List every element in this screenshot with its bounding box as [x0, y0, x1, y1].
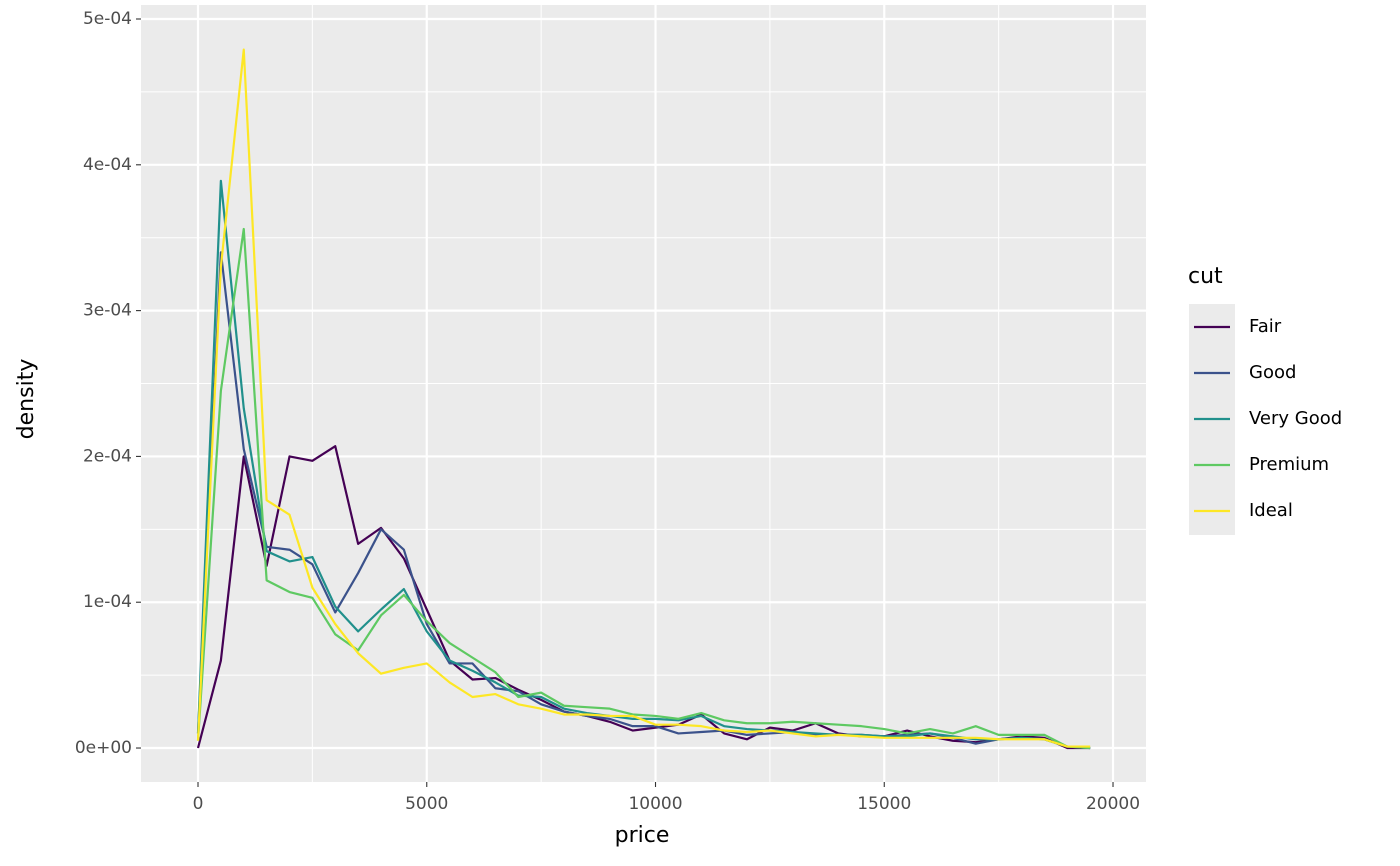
lines — [196, 48, 1091, 750]
x-tick-label: 5000 — [405, 794, 448, 814]
grid — [141, 5, 1146, 782]
y-tick-label: 1e-04 — [83, 592, 132, 612]
axes: 0 5000 10000 15000 20000 0e+00 1e-04 2e-04 3e-04… — [75, 9, 1140, 814]
y-axis-title: density — [14, 359, 39, 440]
y-tick-label: 4e-04 — [83, 155, 132, 175]
y-tick-label: 0e+00 — [75, 738, 132, 758]
y-tick-label: 5e-04 — [83, 9, 132, 29]
x-tick-label: 10000 — [628, 794, 682, 814]
legend-label: Very Good — [1249, 408, 1342, 429]
legend-label: Fair — [1249, 316, 1282, 337]
legend-label: Ideal — [1249, 500, 1293, 521]
y-tick-label: 3e-04 — [83, 301, 132, 321]
panel — [141, 5, 1146, 782]
series-line — [196, 48, 1091, 748]
legend: Fair Good Very Good Premium Ideal — [1189, 304, 1342, 535]
x-axis-title: price — [615, 823, 670, 848]
legend-title: cut — [1188, 264, 1223, 289]
x-tick-label: 20000 — [1086, 794, 1140, 814]
series-line — [196, 227, 1091, 750]
series-line — [196, 179, 1091, 750]
x-tick-label: 15000 — [857, 794, 911, 814]
legend-label: Good — [1249, 362, 1296, 383]
y-tick-label: 2e-04 — [83, 446, 132, 466]
legend-label: Premium — [1249, 454, 1329, 475]
x-tick-label: 0 — [193, 794, 204, 814]
